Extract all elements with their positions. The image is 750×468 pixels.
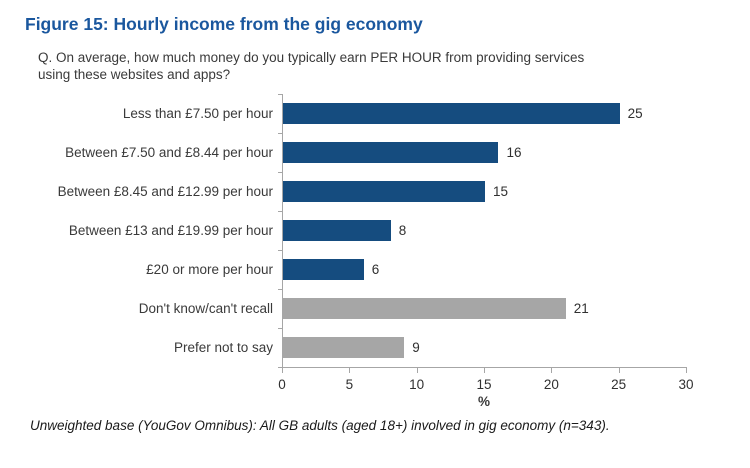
bar [283,142,499,163]
category-label: £20 or more per hour [146,262,273,277]
bar-row: Between £8.45 and £12.99 per hour 15 [0,172,750,211]
plot-cell: 16 [282,133,687,172]
plot-cell: 15 [282,172,687,211]
x-axis-tick-label: 10 [409,377,425,392]
x-axis-tick [618,368,620,373]
y-axis-tick [278,133,282,134]
bar [283,103,620,124]
bar [283,298,566,319]
x-axis-tick-label: 25 [611,377,627,392]
value-label: 25 [627,106,643,121]
bar-chart: Less than £7.50 per hour 25 Between £7.50 … [0,94,750,412]
x-axis-tick-label: 5 [345,377,354,392]
survey-question: Q. On average, how much money do you typ… [38,50,750,83]
plot-cell: 21 [282,289,687,328]
x-axis-tick-label: 15 [476,377,492,392]
x-axis-tick-label: 30 [678,377,694,392]
y-axis-tick [278,250,282,251]
value-label: 21 [573,301,589,316]
category-label: Prefer not to say [173,340,273,355]
bar-row: Prefer not to say 9 [0,328,750,367]
figure-title: Figure 15: Hourly income from the gig ec… [25,14,423,34]
y-axis-tick [278,289,282,290]
bar-row: Less than £7.50 per hour 25 [0,94,750,133]
x-axis-tick [416,368,418,373]
category-label: Less than £7.50 per hour [122,106,273,121]
bar [283,337,405,358]
value-label: 8 [398,223,407,238]
category-label: Between £7.50 and £8.44 per hour [65,145,273,160]
bar-row: Don't know/can't recall 21 [0,289,750,328]
bar-rows: Less than £7.50 per hour 25 Between £7.50 … [0,94,750,368]
y-axis-tick [278,172,282,173]
value-label: 6 [371,262,380,277]
x-axis-tick [282,368,283,373]
value-label: 9 [412,340,420,355]
bar-row: Between £13 and £19.99 per hour 8 [0,211,750,250]
category-label: Between £13 and £19.99 per hour [68,223,273,238]
plot-cell: 9 [282,328,687,367]
value-label: 15 [493,184,509,199]
x-axis-tick [484,368,485,373]
base-note: Unweighted base (YouGov Omnibus): All GB… [30,418,610,433]
bar [283,181,485,202]
plot-cell: 6 [282,250,687,289]
bar [283,220,391,241]
bar-row: Between £7.50 and £8.44 per hour 16 [0,133,750,172]
category-label: Don't know/can't recall [138,301,273,316]
bar [283,259,364,280]
survey-question-line1: Q. On average, how much money do you typ… [38,50,585,65]
x-axis-label: % [477,394,491,409]
y-axis-tick [278,94,282,95]
plot-cell: 8 [282,211,687,250]
y-axis-tick [278,367,282,368]
x-axis-tick [686,368,687,373]
x-axis-tick [551,368,553,373]
x-axis-tick [349,368,351,373]
category-label: Between £8.45 and £12.99 per hour [57,184,273,199]
x-axis-tick-label: 0 [278,377,286,392]
x-axis-tick-label: 20 [543,377,559,392]
plot-cell: 25 [282,94,687,133]
x-axis: % 0 5 10 15 20 25 30 [278,367,694,412]
y-axis-tick [278,328,282,329]
bar-row: £20 or more per hour 6 [0,250,750,289]
value-label: 16 [506,145,522,160]
y-axis-tick [278,211,282,212]
survey-question-line2: using these websites and apps? [38,66,231,82]
